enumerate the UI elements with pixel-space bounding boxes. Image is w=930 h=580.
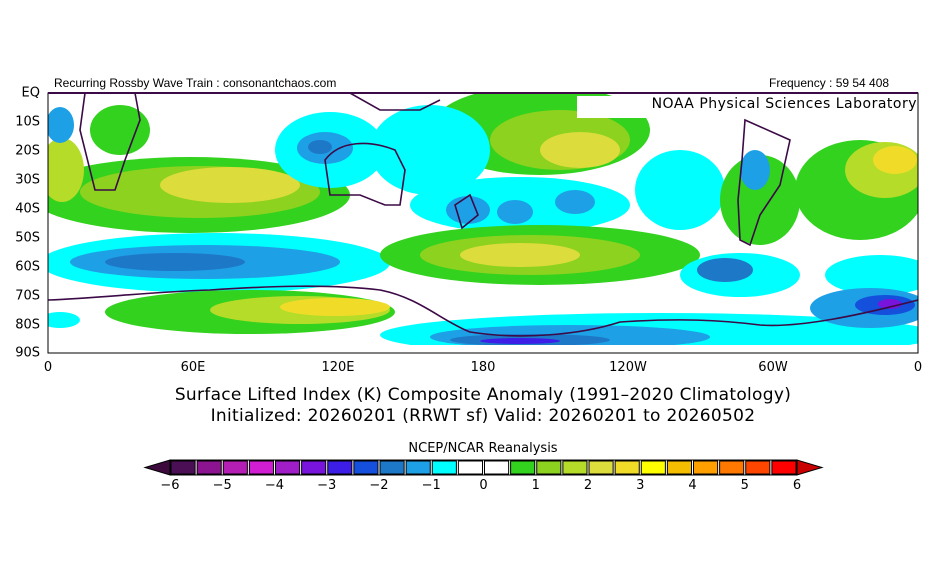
lat-label: 40S [15,201,40,217]
lon-label: 120W [609,360,647,375]
colorbar-swatch [484,460,510,475]
colorbar-tick-label: −5 [212,478,232,493]
lat-label: 70S [15,288,40,304]
colorbar-tick-label: −6 [160,478,180,493]
colorbar-swatch [693,460,719,475]
colorbar-swatch [588,460,614,475]
colorbar-high-extend [796,459,824,476]
lat-label: 60S [15,259,40,275]
colorbar-swatch [405,460,431,475]
colorbar-swatch [379,460,405,475]
colorbar-swatch [353,460,379,475]
lat-label: 10S [15,114,40,130]
colorbar-tick-label: 4 [688,478,697,493]
colorbar-swatch [771,460,797,475]
colorbar-tick-label: −3 [317,478,337,493]
lon-label: 0 [913,360,923,375]
colorbar-low-extend [143,459,171,476]
colorbar-swatch [510,460,536,475]
lon-label: 120E [321,360,355,375]
colorbar-swatch [222,460,248,475]
coastlines [48,93,918,337]
colorbar-tick-label: −2 [369,478,389,493]
colorbar-swatch [431,460,457,475]
lat-label: 90S [15,345,40,361]
colorbar-swatch [640,460,666,475]
map-title: Surface Lifted Index (K) Composite Anoma… [174,385,792,405]
colorbar [143,459,824,476]
colorbar-title: NCEP/NCAR Reanalysis [408,441,558,456]
colorbar-tick-label: −1 [421,478,441,493]
colorbar-swatch [719,460,745,475]
colorbar-tick-label: −4 [264,478,285,493]
colorbar-swatch [327,460,353,475]
noaa-label: NOAA Physical Sciences Laboratory [577,96,917,118]
colorbar-swatch [301,460,327,475]
colorbar-swatch [196,460,222,475]
colorbar-swatch [666,460,692,475]
lon-label: 60W [758,360,788,375]
colorbar-swatch [170,460,196,475]
colorbar-tick-label: 6 [792,478,802,493]
colorbar-tick-label: 3 [636,478,645,493]
lat-label: 80S [15,317,40,333]
anomaly-field [48,93,918,353]
colorbar-tick-label: 0 [479,478,488,493]
colorbar-tick-label: 2 [583,478,593,493]
lon-label: 0 [43,360,53,375]
source-credit: Recurring Rossby Wave Train : consonantc… [54,76,337,90]
colorbar-swatch [275,460,301,475]
colorbar-swatch [745,460,771,475]
colorbar-swatch [457,460,483,475]
map-subtitle: Initialized: 20260201 (RRWT sf) Valid: 2… [210,406,756,426]
colorbar-tick-label: 1 [531,478,540,493]
colorbar-swatch [248,460,274,475]
lat-label: 50S [15,230,40,246]
lon-label: 60E [180,360,206,375]
lat-label: EQ [21,85,40,101]
colorbar-swatch [614,460,640,475]
lat-label: 30S [15,172,40,188]
frequency-label: Frequency : 59 54 408 [769,76,890,90]
colorbar-frame [169,459,798,476]
colorbar-tick-label: 5 [740,478,749,493]
lon-label: 180 [470,360,496,375]
lat-label: 20S [15,143,40,159]
colorbar-swatch [536,460,562,475]
colorbar-swatch [562,460,588,475]
